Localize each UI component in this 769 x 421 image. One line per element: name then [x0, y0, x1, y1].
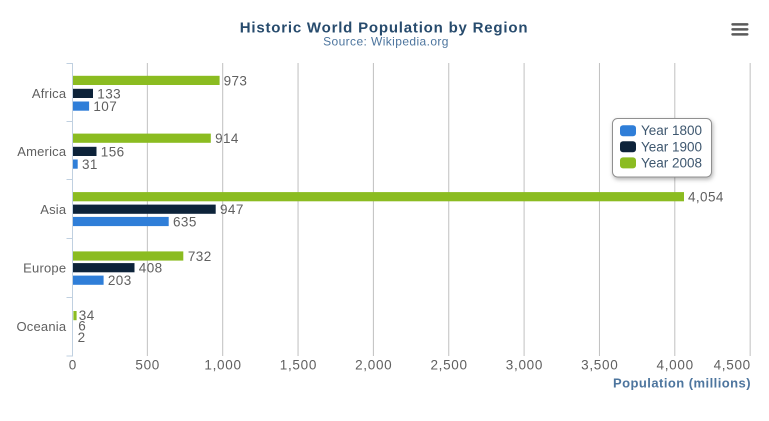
svg-text:1,500: 1,500 [280, 358, 317, 373]
svg-text:732: 732 [188, 249, 212, 264]
svg-text:Year 2008: Year 2008 [641, 155, 702, 170]
svg-text:America: America [17, 144, 67, 159]
svg-text:947: 947 [220, 202, 244, 217]
svg-text:Historic World Population by R: Historic World Population by Region [240, 19, 529, 36]
svg-text:Asia: Asia [40, 202, 67, 217]
svg-text:2,500: 2,500 [430, 358, 467, 373]
svg-text:Europe: Europe [23, 260, 66, 275]
svg-text:973: 973 [224, 73, 248, 88]
svg-text:6: 6 [78, 319, 86, 334]
svg-text:Source: Wikipedia.org: Source: Wikipedia.org [323, 35, 449, 49]
svg-text:34: 34 [79, 308, 95, 323]
svg-text:635: 635 [173, 214, 197, 229]
svg-text:0: 0 [69, 358, 77, 373]
svg-text:Africa: Africa [32, 86, 67, 101]
svg-text:133: 133 [97, 86, 121, 101]
svg-text:107: 107 [93, 99, 117, 114]
svg-text:203: 203 [108, 273, 132, 288]
svg-text:4,054: 4,054 [688, 190, 724, 205]
svg-text:156: 156 [101, 144, 125, 159]
svg-text:4,000: 4,000 [657, 358, 694, 373]
svg-text:Oceania: Oceania [16, 319, 66, 334]
svg-text:1,000: 1,000 [204, 358, 241, 373]
svg-text:3,500: 3,500 [581, 358, 618, 373]
svg-text:Year 1900: Year 1900 [641, 139, 702, 154]
svg-text:31: 31 [82, 157, 98, 172]
svg-text:3,000: 3,000 [506, 358, 543, 373]
svg-text:914: 914 [215, 131, 239, 146]
svg-text:4,500: 4,500 [714, 358, 751, 373]
svg-text:Population (millions): Population (millions) [613, 376, 751, 391]
svg-text:408: 408 [139, 261, 163, 276]
svg-text:2: 2 [78, 330, 86, 345]
svg-text:500: 500 [135, 358, 160, 373]
svg-text:Year 1800: Year 1800 [641, 123, 702, 138]
svg-text:2,000: 2,000 [355, 358, 392, 373]
